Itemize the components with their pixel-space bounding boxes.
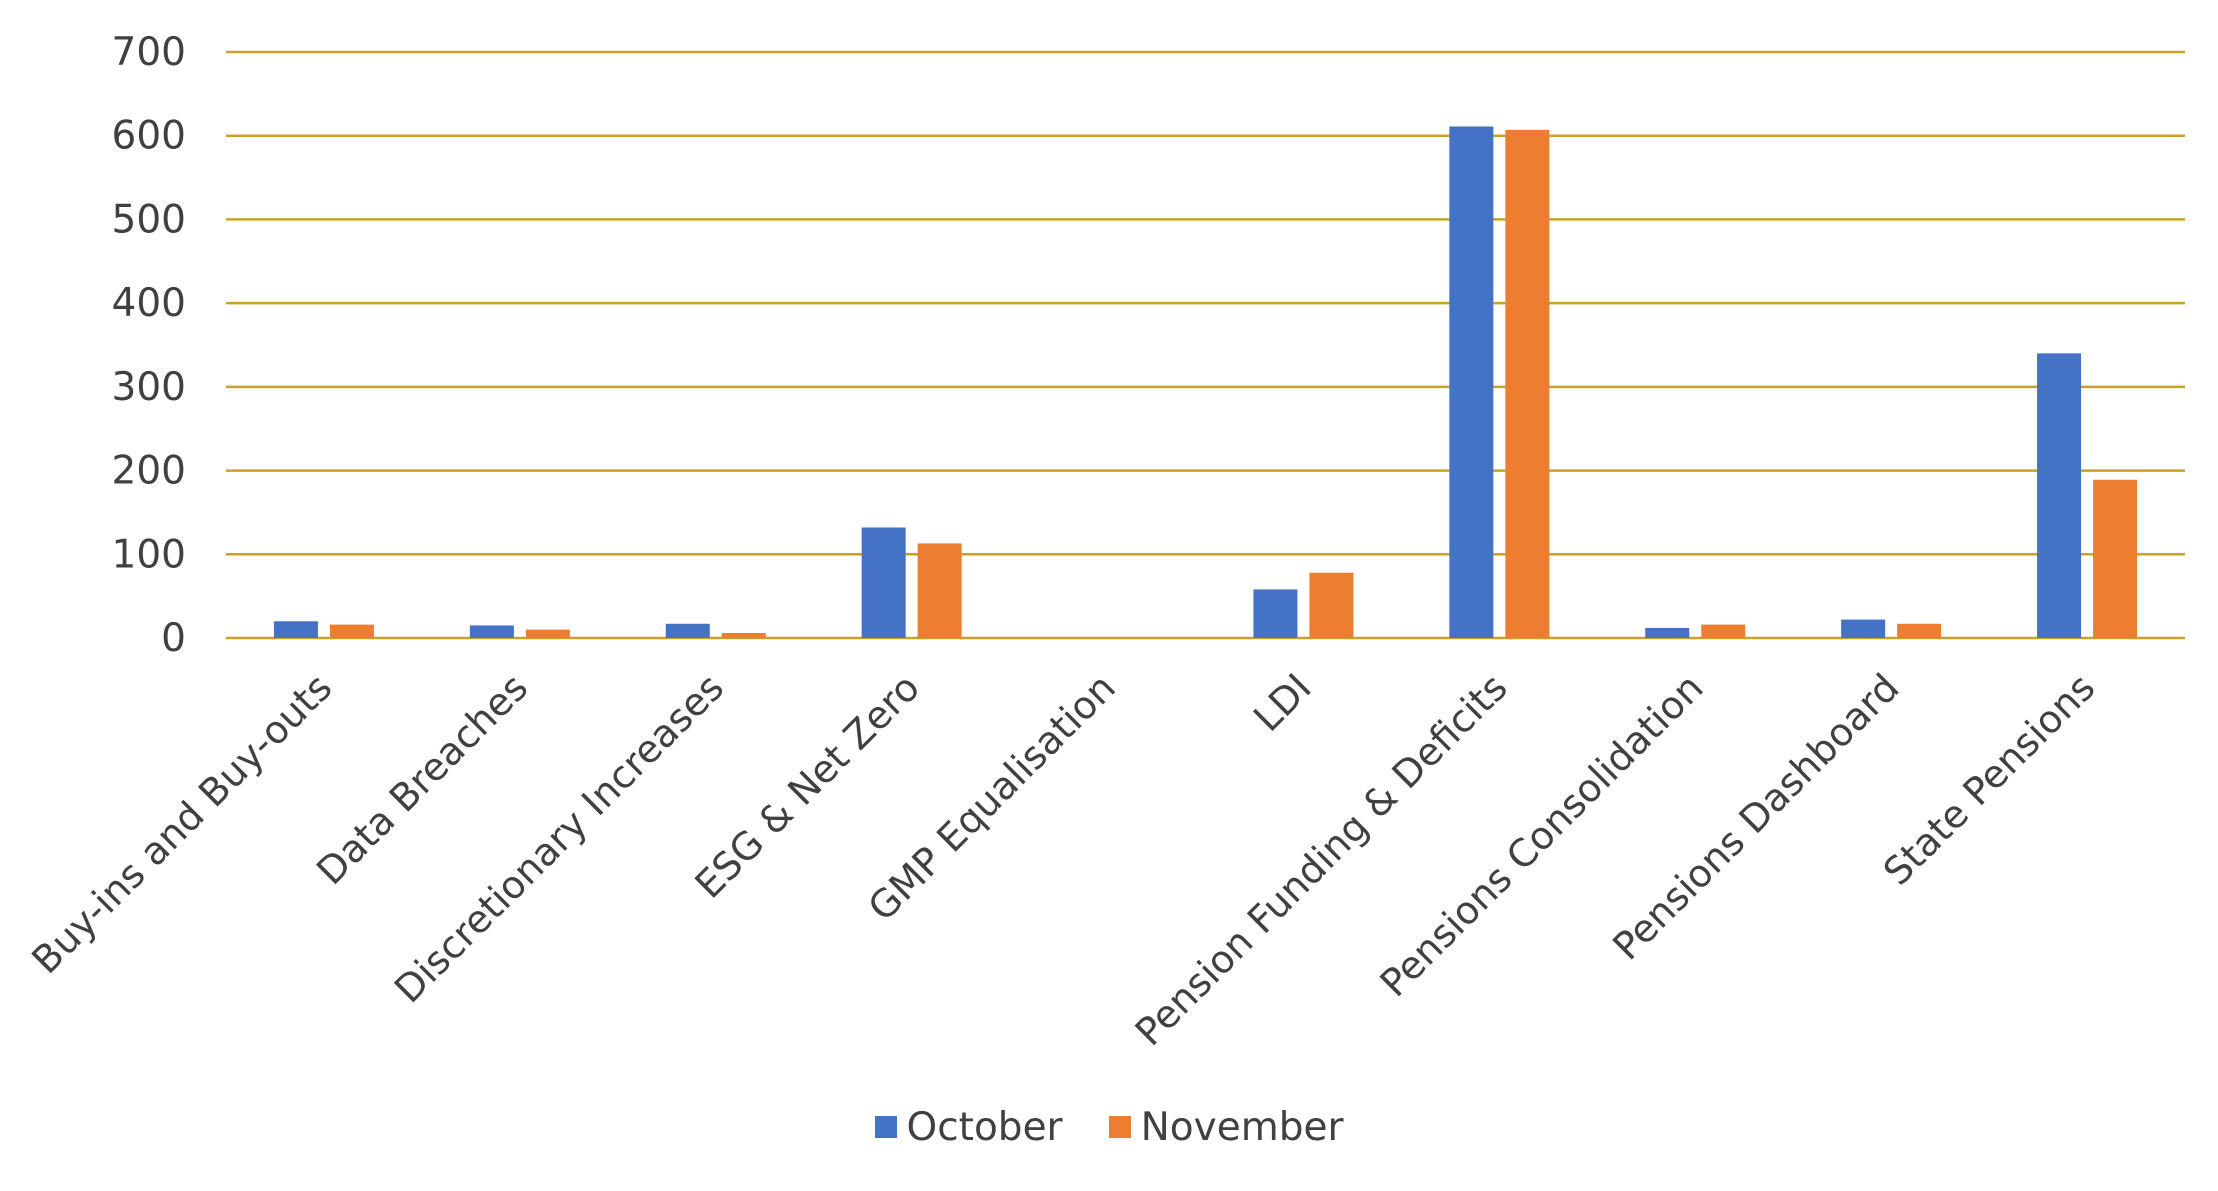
legend-item: October <box>874 1104 1063 1150</box>
legend-label: November <box>1140 1104 1344 1150</box>
bar-october-7 <box>1645 627 1690 638</box>
bar-november-5 <box>1309 572 1354 638</box>
y-tick-label: 500 <box>112 197 186 242</box>
y-tick-label: 200 <box>112 449 186 494</box>
bar-october-8 <box>1841 619 1886 638</box>
legend-label: October <box>906 1104 1063 1150</box>
bar-november-9 <box>2093 479 2138 638</box>
y-tick-label: 400 <box>112 281 186 326</box>
bar-november-3 <box>917 543 962 638</box>
y-tick-label: 700 <box>112 30 186 75</box>
legend-item: November <box>1108 1104 1344 1150</box>
bar-november-6 <box>1505 129 1550 638</box>
bar-october-6 <box>1449 126 1494 639</box>
bar-november-0 <box>329 624 374 638</box>
y-axis-tick-labels: 0 100 200 300 400 500 600 700 <box>112 30 186 661</box>
bar-november-2 <box>721 632 766 638</box>
bar-october-5 <box>1253 589 1298 638</box>
x-tick-label: Data Breaches <box>308 665 536 893</box>
y-tick-label: 0 <box>161 616 186 661</box>
x-tick-label: Pension Funding & Deficits <box>1127 665 1516 1054</box>
x-tick-label: LDI <box>1245 665 1320 740</box>
gridlines <box>226 50 2185 640</box>
x-tick-label: Buy-ins and Buy-outs <box>23 665 340 982</box>
y-tick-label: 600 <box>112 114 186 159</box>
bar-november-1 <box>525 629 570 638</box>
x-tick-label: Pensions Consolidation <box>1372 665 1712 1005</box>
bar-november-7 <box>1701 624 1746 638</box>
legend: October November <box>0 1097 2218 1157</box>
bar-october-2 <box>665 623 710 638</box>
bar-october-1 <box>469 625 514 638</box>
bar-november-8 <box>1897 623 1942 638</box>
legend-swatch <box>1108 1116 1131 1138</box>
bar-october-3 <box>861 527 906 638</box>
y-tick-label: 300 <box>112 365 186 410</box>
bars <box>273 126 2138 639</box>
bar-october-0 <box>273 621 318 638</box>
x-tick-label: Discretionary Increases <box>386 665 732 1011</box>
x-tick-label: State Pensions <box>1875 665 2104 894</box>
bar-october-9 <box>2037 353 2082 638</box>
legend-swatch <box>874 1116 897 1138</box>
y-tick-label: 100 <box>112 532 186 577</box>
